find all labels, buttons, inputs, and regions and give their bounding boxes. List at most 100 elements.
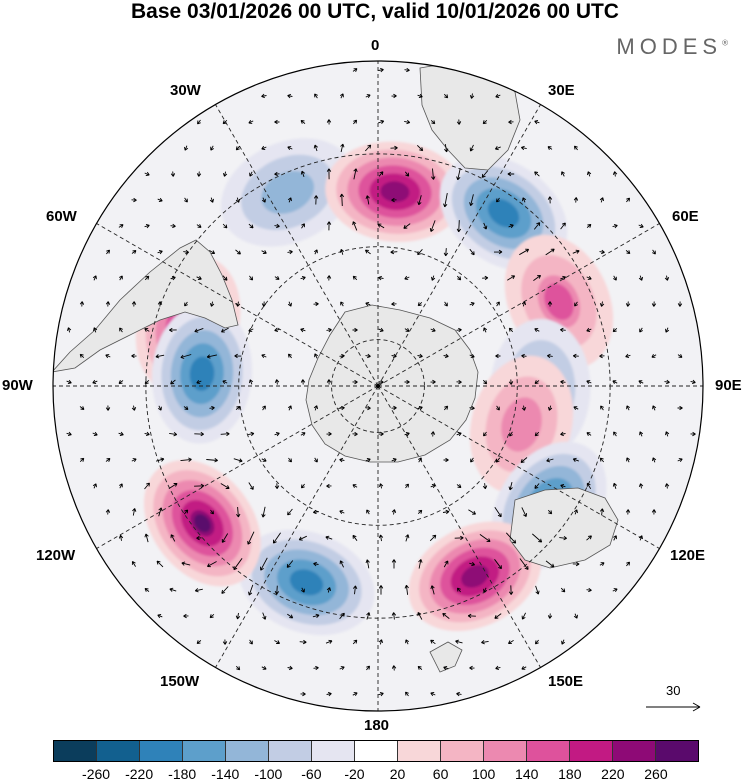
colorbar-tick-label: 260: [644, 766, 668, 782]
wind-arrow: [496, 197, 500, 203]
wind-arrow: [404, 67, 410, 73]
colorbar-swatch: [398, 741, 441, 761]
wind-arrow: [170, 379, 176, 385]
lon-label-120e: 120E: [670, 547, 706, 564]
wind-arrow: [533, 222, 541, 230]
colorbar-swatch: [226, 741, 269, 761]
wind-arrow: [261, 145, 267, 150]
colorbar-swatch: [570, 741, 613, 761]
wind-arrow: [288, 457, 292, 463]
wind-arrow: [326, 431, 332, 437]
wind-arrow: [417, 93, 423, 98]
anomaly-pos-tasman: [408, 521, 542, 632]
wind-arrow: [131, 250, 137, 254]
wind-arrow: [586, 171, 592, 177]
colorbar-swatch: [355, 741, 398, 761]
lon-label-150w: 150W: [160, 673, 200, 690]
australia-shape: [509, 487, 619, 569]
wind-arrow: [469, 561, 476, 567]
wind-arrow: [443, 93, 449, 99]
wind-arrow: [483, 587, 488, 593]
wind-arrow: [339, 93, 344, 99]
wind-arrow: [365, 353, 371, 359]
wind-arrow: [274, 171, 280, 177]
wind-arrow: [443, 457, 449, 463]
wind-arrow: [378, 171, 384, 177]
wind-arrow: [313, 249, 318, 255]
wind-arrow: [326, 379, 332, 385]
wind-arrow: [183, 249, 189, 255]
colorbar-swatch: [97, 741, 140, 761]
wind-arrow: [494, 613, 502, 619]
wind-arrow: [612, 482, 617, 489]
wind-arrow: [560, 327, 566, 333]
wind-arrow: [194, 588, 203, 593]
wind-arrow: [534, 483, 540, 489]
wind-arrow: [586, 482, 592, 490]
wind-arrow: [417, 509, 423, 515]
wind-arrow: [483, 431, 487, 437]
wind-arrow: [352, 275, 358, 281]
wind-arrow: [169, 327, 177, 333]
anomaly-pos-westpacific: [143, 460, 261, 587]
wind-arrow: [417, 665, 423, 670]
wind-arrow: [403, 223, 411, 229]
wind-arrow: [326, 168, 332, 180]
wind-arrow: [220, 483, 230, 489]
wind-arrow: [274, 431, 280, 437]
wind-arrow: [339, 193, 345, 207]
wind-arrow: [586, 432, 592, 436]
wind-arrow: [183, 509, 189, 515]
wind-arrow: [312, 613, 320, 619]
wind-arrow: [105, 405, 111, 411]
reference-vector-value: 30: [666, 683, 681, 698]
wind-arrow: [378, 275, 384, 281]
colorbar-tick-label: -100: [254, 766, 283, 782]
wind-arrow: [599, 197, 605, 203]
colorbar-tick-label: 20: [389, 766, 406, 782]
wind-arrow: [469, 93, 475, 99]
wind-arrow: [235, 301, 241, 307]
wind-arrow: [545, 248, 555, 256]
wind-arrow: [456, 168, 461, 181]
wind-arrow: [132, 508, 137, 516]
wind-arrow: [235, 665, 241, 671]
wind-arrow: [144, 587, 150, 592]
wind-arrow: [508, 327, 514, 333]
lon-label-90e: 90E: [715, 377, 742, 394]
wind-arrow: [625, 301, 631, 307]
brand-mark: ®: [722, 38, 728, 48]
wind-arrow: [469, 405, 475, 411]
wind-arrow: [118, 431, 124, 436]
wind-arrow: [496, 301, 500, 307]
wind-arrow: [118, 534, 124, 541]
wind-arrow: [235, 405, 241, 410]
wind-arrow: [442, 509, 450, 515]
wind-arrow: [131, 301, 137, 307]
wind-arrow: [233, 558, 243, 571]
wind-arrow: [352, 221, 358, 231]
wind-arrow: [651, 301, 657, 307]
wind-arrow: [496, 405, 500, 411]
wind-arrow: [378, 431, 384, 437]
wind-arrow: [352, 639, 358, 645]
wind-arrow: [196, 535, 202, 541]
wind-arrow: [313, 561, 319, 567]
wind-arrow: [79, 301, 85, 307]
wind-arrow: [274, 276, 280, 280]
wind-arrow: [184, 301, 188, 307]
wind-arrow: [404, 584, 409, 595]
colorbar-swatch: [312, 741, 355, 761]
wind-arrow: [221, 327, 229, 333]
wind-arrow: [378, 483, 384, 489]
wind-arrow: [326, 119, 332, 125]
wind-arrow: [119, 327, 123, 333]
lon-label-60w: 60W: [46, 208, 77, 225]
wind-arrow: [118, 380, 124, 384]
latitude-circle: [238, 246, 518, 526]
wind-arrow: [366, 612, 371, 620]
wind-arrow: [391, 665, 397, 671]
wind-arrow: [326, 587, 332, 593]
wind-arrow: [586, 380, 592, 385]
land-layer: [53, 61, 619, 673]
